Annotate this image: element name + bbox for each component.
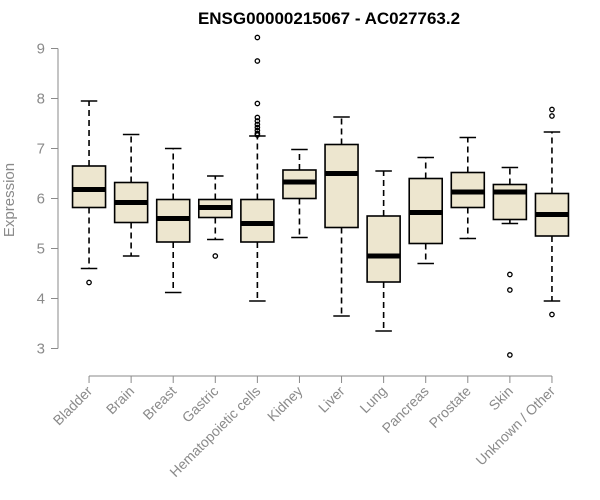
y-tick-label: 3 [37,341,45,358]
outlier-point [254,121,261,128]
outlier-point [254,118,261,124]
boxes-group [71,34,570,358]
y-tick-label: 9 [37,41,45,58]
x-tick-label: Pancreas [379,383,432,436]
y-tick-label: 5 [37,241,45,258]
x-tick-label: Breast [139,383,179,423]
chart-title: ENSG00000215067 - AC027763.2 [198,9,460,28]
box-brain [113,133,149,257]
outlier-point [86,279,92,286]
outlier-point [254,124,261,131]
outlier-point [254,132,261,138]
y-axis-label: Expression [1,163,18,237]
box-prostate [450,136,486,240]
box-liver [324,116,359,317]
box-gastric [197,175,233,259]
y-tick-label: 6 [37,191,45,208]
iqr-box [366,215,401,283]
x-tick-label: Kidney [264,383,306,425]
outlier-point [212,253,219,259]
box-pancreas [408,156,444,265]
outlier-point [549,311,555,318]
outlier-point [507,271,513,278]
outlier-point [507,352,513,358]
x-tick-label: Brain [103,383,137,417]
box-hematopoietic-cells [240,34,275,302]
box-unknown-other [534,106,570,318]
iqr-box [71,165,107,209]
x-tick-label: Unknown / Other [472,383,558,469]
box-bladder [71,100,107,286]
x-tick-label: Lung [356,383,389,416]
iqr-box [240,198,275,243]
x-tick-label: Skin [485,383,516,414]
iqr-box [324,143,359,229]
y-tick-label: 4 [37,291,45,308]
y-tick-label: 7 [37,141,45,158]
outlier-point [507,287,513,293]
outlier-point [254,100,261,107]
outlier-point [254,114,261,121]
box-lung [366,170,401,332]
box-breast [155,147,191,294]
outlier-point [549,113,555,119]
y-tick-label: 8 [37,91,45,108]
x-tick-label: Prostate [426,383,474,431]
outlier-point [254,58,261,64]
x-tick-label: Bladder [50,383,96,429]
box-skin [492,166,528,358]
y-axis: 3 4 5 6 7 8 9 [37,41,59,358]
box-kidney [282,148,317,239]
outlier-point [549,106,555,113]
x-tick-label: Liver [315,383,348,416]
outlier-point [254,34,261,41]
